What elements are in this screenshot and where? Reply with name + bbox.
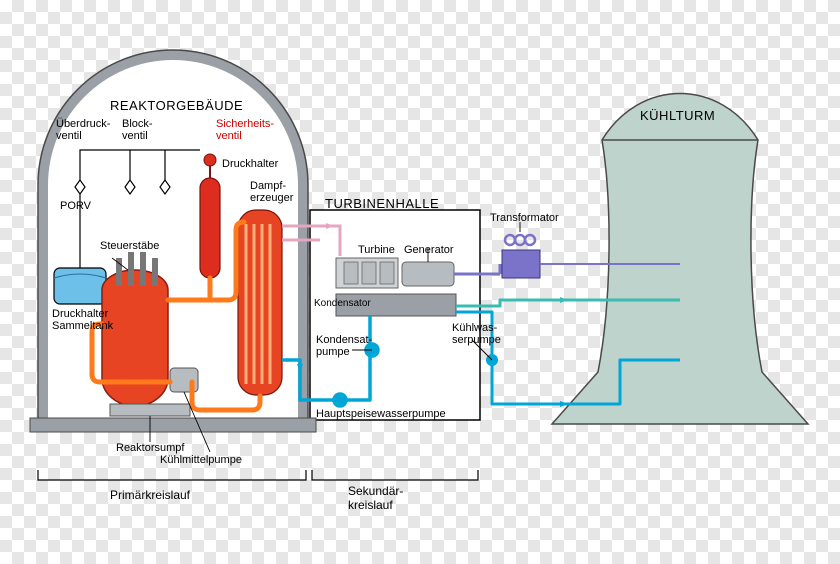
label-primary-loop: Primärkreislauf [110,488,190,502]
label-overpressure-valve: Überdruck- ventil [56,118,110,142]
label-transformer: Transformator [490,212,559,224]
label-relief-tank: Druckhalter Sammeltank [52,308,113,332]
label-turbine-hall: TURBINENHALLE [325,196,439,211]
label-secondary-loop: Sekundär- kreislauf [348,484,403,512]
label-steam-generator: Dampf- erzeuger [250,180,293,204]
label-condenser: Kondensator [314,298,371,309]
cooling-tower [552,94,808,425]
label-pressurizer: Druckhalter [222,158,278,170]
label-control-rods: Steuerstäbe [100,240,159,252]
label-coolant-pump: Kühlmittelpumpe [160,454,242,466]
label-coolingwater-pump: Kühlwas- serpumpe [452,322,501,346]
relief-tank [54,268,106,304]
label-feedwater-pump: Hauptspeisewasserpumpe [316,408,446,420]
label-turbine: Turbine [358,244,395,256]
label-reactor-building: REAKTORGEBÄUDE [110,98,243,113]
label-condensate-pump: Kondensat- pumpe [316,334,372,358]
label-cooling-tower: KÜHLTURM [640,108,715,123]
loop-braces [38,470,478,480]
label-porv: PORV [60,200,91,212]
steam-generator [238,210,282,395]
label-block-valve: Block- ventil [122,118,153,142]
label-safety-valve: Sicherheits- ventil [216,118,274,142]
diagram-svg [0,0,840,564]
label-reactor-sump: Reaktorsumpf [116,442,184,454]
label-generator: Generator [404,244,454,256]
